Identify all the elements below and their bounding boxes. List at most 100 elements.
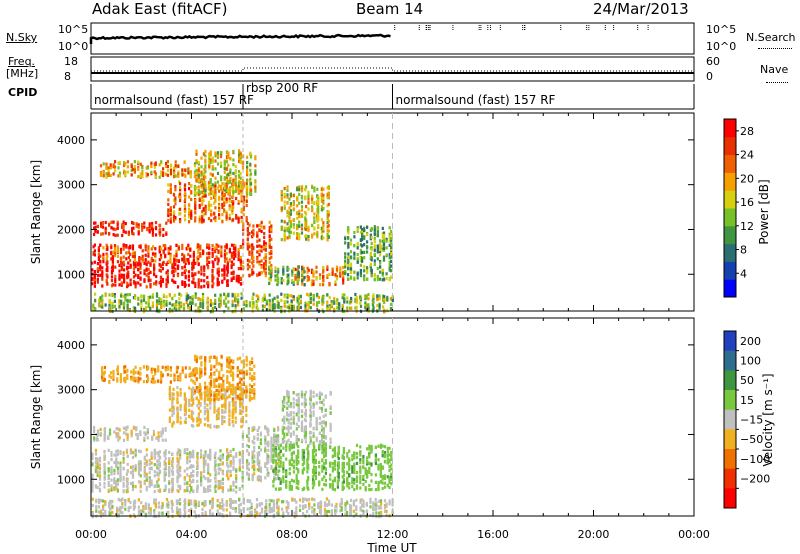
power-cell — [121, 233, 124, 238]
velocity-cell — [164, 368, 167, 372]
velocity-cell — [203, 423, 206, 427]
power-cell — [165, 284, 168, 289]
power-cell — [111, 260, 114, 264]
power-cell — [158, 245, 161, 249]
power-cell — [288, 306, 291, 310]
power-cell — [167, 218, 170, 223]
velocity-cell — [251, 374, 254, 378]
power-cell — [307, 277, 310, 281]
power-cell — [158, 268, 161, 272]
power-cell — [270, 249, 273, 253]
power-cell — [146, 228, 149, 232]
velocity-cell — [217, 456, 220, 461]
power-cell — [242, 195, 245, 199]
velocity-cell — [232, 373, 235, 377]
power-cell — [292, 280, 295, 285]
power-cell — [139, 172, 142, 176]
velocity-cell — [183, 489, 186, 493]
power-cell — [114, 169, 117, 173]
power-cell — [381, 278, 384, 282]
power-cell — [111, 268, 114, 272]
power-cell — [111, 258, 114, 262]
velocity-cell — [230, 369, 233, 373]
power-cell — [182, 306, 186, 310]
power-cell — [373, 240, 376, 244]
power-cell — [242, 242, 245, 246]
power-cell — [129, 278, 132, 282]
power-cell — [341, 304, 344, 308]
velocity-cell — [223, 415, 226, 419]
power-cell — [96, 230, 99, 234]
power-cell — [273, 303, 276, 307]
velocity-cell — [188, 459, 191, 463]
velocity-cell — [215, 362, 218, 366]
power-cell — [137, 274, 140, 278]
power-cell — [141, 222, 144, 227]
velocity-cell — [153, 489, 156, 494]
power-cell — [159, 247, 163, 251]
velocity-cell — [134, 379, 137, 383]
velocity-cell — [195, 377, 198, 381]
power-cell — [240, 210, 243, 214]
power-cell — [162, 293, 165, 297]
velocity-cell — [214, 484, 217, 489]
velocity-cell — [190, 373, 193, 378]
power-cell — [118, 174, 121, 178]
velocity-cell — [248, 362, 252, 366]
power-cell — [296, 188, 299, 192]
velocity-cell — [228, 410, 231, 414]
power-cell — [353, 277, 356, 281]
power-cell — [93, 278, 96, 282]
velocity-cell — [230, 391, 233, 395]
velocity-cell — [224, 406, 227, 410]
velocity-cell — [190, 454, 193, 458]
power-cell — [300, 231, 304, 235]
power-cell — [229, 168, 232, 172]
power-cell — [382, 258, 386, 262]
power-cell — [174, 280, 177, 284]
power-cell — [203, 279, 206, 283]
power-cell — [251, 296, 254, 300]
velocity-cell — [206, 385, 209, 389]
power-cell — [96, 262, 99, 266]
velocity-cell — [151, 437, 154, 441]
power-cell — [359, 230, 362, 234]
power-cell — [336, 301, 339, 305]
power-cell — [221, 268, 224, 272]
velocity-cell — [103, 462, 106, 466]
nsearch-legend-line — [758, 48, 792, 49]
power-cell — [269, 278, 272, 282]
power-cell — [165, 295, 168, 299]
power-cell — [198, 203, 201, 207]
power-cell — [260, 249, 263, 253]
velocity-cell — [171, 413, 174, 417]
power-cell — [298, 192, 301, 196]
velocity-cell — [163, 478, 166, 482]
power-cell — [154, 227, 158, 231]
power-cell — [111, 265, 114, 269]
power-cell — [376, 278, 379, 282]
velocity-cell — [99, 427, 102, 431]
power-cell — [221, 273, 224, 277]
velocity-cell — [209, 455, 212, 459]
velocity-cell — [213, 391, 216, 395]
power-cell — [237, 298, 240, 302]
velocity-cell — [171, 486, 174, 490]
power-cell — [234, 164, 237, 168]
velocity-cell — [232, 465, 235, 469]
velocity-cell — [240, 409, 243, 414]
velocity-cell — [139, 483, 142, 487]
velocity-cell — [107, 435, 110, 439]
power-cell — [302, 266, 305, 270]
power-cell — [287, 273, 290, 277]
power-cell — [286, 305, 289, 309]
power-cell — [194, 281, 197, 286]
power-cell — [328, 272, 331, 276]
velocity-cell — [204, 381, 207, 385]
power-cell — [204, 175, 207, 179]
velocity-cell — [188, 366, 191, 370]
velocity-cell — [219, 462, 222, 466]
velocity-cell — [196, 479, 199, 483]
power-cell — [179, 220, 182, 224]
power-cell — [209, 172, 212, 176]
